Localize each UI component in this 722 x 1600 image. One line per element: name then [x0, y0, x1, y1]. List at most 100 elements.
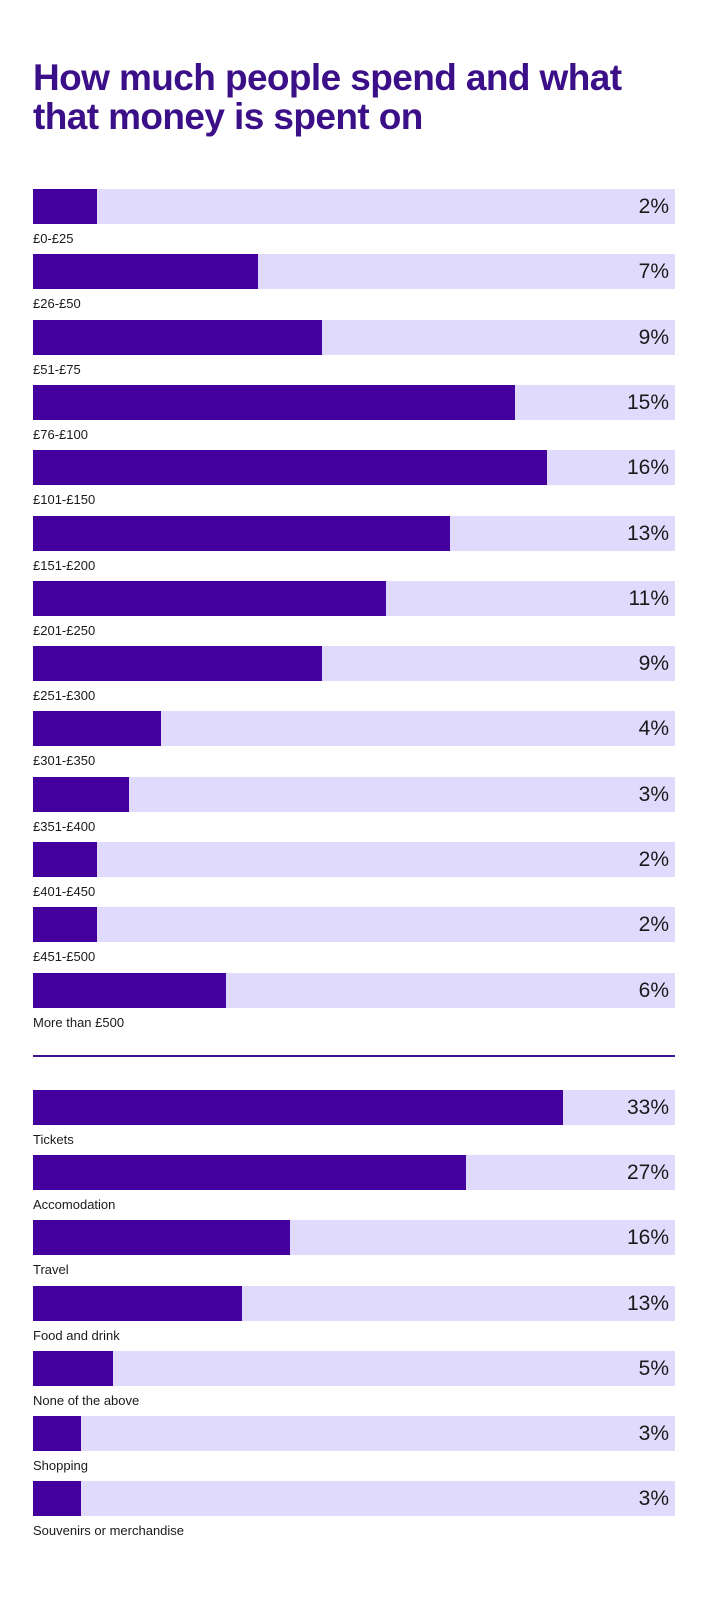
- spend-range-bar-track: 9%: [33, 319, 675, 355]
- spend-category-bar: [33, 1416, 81, 1451]
- spend-category-value-label: 13%: [626, 1291, 669, 1315]
- spend-category-bar-track: 3%: [33, 1481, 675, 1517]
- spend-range-bar-track: 2%: [33, 907, 675, 943]
- spend-category-bar: [33, 1090, 563, 1125]
- spend-range-row: 7% £26-£50: [33, 254, 675, 319]
- spend-range-bar: [33, 907, 97, 943]
- spend-category-category-label: Travel: [33, 1262, 69, 1278]
- spend-category-category-label: None of the above: [33, 1392, 140, 1408]
- spend-range-bar: [33, 842, 97, 877]
- chart-title: How much people spend and what that mone…: [33, 57, 622, 137]
- spend-range-bar-track: 9%: [33, 646, 675, 682]
- spend-range-value-label: 6%: [638, 978, 669, 1002]
- spend-range-bar: [33, 646, 322, 682]
- spend-category-row: 3% Souvenirs or merchandise: [33, 1481, 675, 1546]
- spend-category-bar-track: 33%: [33, 1090, 675, 1125]
- spend-range-category-label: £101-£150: [33, 492, 96, 508]
- spend-range-bar: [33, 319, 322, 355]
- spend-range-row: 15% £76-£100: [33, 384, 675, 450]
- spend-range-row: 2% £0-£25: [33, 189, 675, 254]
- spend-range-bar-track: 13%: [33, 515, 675, 551]
- spend-range-category-label: £0-£25: [33, 231, 74, 246]
- spend-range-value-label: 9%: [638, 325, 669, 349]
- spend-category-bar: [33, 1220, 290, 1256]
- spend-range-bar: [33, 972, 226, 1008]
- spend-category-category-label: Souvenirs or merchandise: [33, 1523, 185, 1539]
- spend-range-value-label: 13%: [626, 521, 669, 545]
- spend-range-value-label: 9%: [638, 652, 669, 676]
- spend-range-bar: [33, 254, 258, 290]
- spend-category-value-label: 33%: [626, 1096, 669, 1119]
- spend-range-bar: [33, 384, 515, 420]
- spend-range-row: 2% £451-£500: [33, 907, 675, 972]
- spend-range-value-label: 7%: [638, 260, 669, 284]
- spend-category-bar-track: 13%: [33, 1285, 675, 1321]
- spend-category-value-label: 27%: [626, 1161, 669, 1185]
- spend-category-category-label: Accomodation: [33, 1197, 116, 1213]
- spend-category-bar: [33, 1155, 466, 1191]
- spend-category-bar-track: 27%: [33, 1155, 675, 1191]
- spend-range-category-label: £451-£500: [33, 949, 96, 965]
- spend-range-bar-track: 15%: [33, 384, 675, 420]
- spend-range-value-label: 2%: [638, 913, 669, 937]
- spend-range-category-label: £51-£75: [33, 361, 81, 377]
- spend-range-bar: [33, 450, 547, 486]
- spend-range-row: 11% £201-£250: [33, 580, 675, 646]
- spend-range-row: 9% £51-£75: [33, 319, 675, 385]
- spend-range-category-label: £201-£250: [33, 622, 96, 638]
- spend-category-category-label: Tickets: [33, 1132, 74, 1147]
- spend-category-value-label: 5%: [638, 1356, 669, 1380]
- spend-range-category-label: £251-£300: [33, 688, 96, 704]
- spend-range-value-label: 16%: [626, 456, 669, 480]
- spend-range-value-label: 15%: [626, 390, 669, 414]
- spend-category-row: 27% Accomodation: [33, 1155, 675, 1220]
- spend-range-category-label: £76-£100: [33, 426, 88, 442]
- spend-range-bar-track: 7%: [33, 254, 675, 290]
- spend-range-value-label: 2%: [638, 195, 669, 218]
- spend-range-row: 2% £401-£450: [33, 842, 675, 907]
- spend-range-row: 13% £151-£200: [33, 515, 675, 581]
- spend-range-bar-track: 6%: [33, 972, 675, 1008]
- spend-category-row: 33% Tickets: [33, 1090, 675, 1155]
- spend-category-category-label: Shopping: [33, 1458, 88, 1473]
- spend-category-value-label: 3%: [638, 1422, 669, 1445]
- spend-range-bar-track: 11%: [33, 580, 675, 616]
- spend-category-bar-track: 16%: [33, 1220, 675, 1256]
- spend-range-bar-track: 16%: [33, 450, 675, 486]
- spend-range-row: 6% More than £500: [33, 972, 675, 1038]
- spend-range-category-label: More than £500: [33, 1014, 125, 1030]
- spend-range-bar-track: 2%: [33, 189, 675, 224]
- spend-category-bar-track: 5%: [33, 1350, 675, 1386]
- spend-range-value-label: 2%: [638, 848, 669, 871]
- spend-range-value-label: 4%: [638, 717, 669, 741]
- spend-range-row: 4% £301-£350: [33, 711, 675, 776]
- spend-category-row: 3% Shopping: [33, 1416, 675, 1481]
- spend-category-row: 16% Travel: [33, 1220, 675, 1285]
- spend-category-bar: [33, 1285, 242, 1321]
- spend-range-row: 3% £351-£400: [33, 776, 675, 842]
- spend-category-value-label: 3%: [638, 1487, 669, 1511]
- spend-range-category-label: £151-£200: [33, 557, 96, 573]
- spend-range-bar: [33, 580, 386, 616]
- spend-range-row: 16% £101-£150: [33, 450, 675, 515]
- spend-category-bar: [33, 1350, 113, 1386]
- spend-range-bar-track: 3%: [33, 776, 675, 812]
- spend-category-row: 13% Food and drink: [33, 1285, 675, 1351]
- spend-range-value-label: 3%: [638, 782, 669, 806]
- spend-category-row: 5% None of the above: [33, 1350, 675, 1416]
- spend-range-bar: [33, 515, 450, 551]
- spend-range-value-label: 11%: [628, 586, 669, 610]
- spend-category-category-label: Food and drink: [33, 1327, 120, 1343]
- spend-category-bar: [33, 1481, 81, 1517]
- spend-range-category-label: £26-£50: [33, 296, 81, 312]
- spend-range-category-label: £401-£450: [33, 884, 96, 899]
- spend-range-bar: [33, 189, 97, 224]
- section-divider: [33, 1055, 675, 1057]
- spend-range-category-label: £351-£400: [33, 818, 96, 834]
- spend-range-row: 9% £251-£300: [33, 646, 675, 711]
- spend-range-bar-track: 4%: [33, 711, 675, 747]
- spend-range-bar: [33, 776, 129, 812]
- spend-range-category-label: £301-£350: [33, 753, 96, 769]
- spend-range-bar: [33, 711, 161, 747]
- spend-range-bar-track: 2%: [33, 842, 675, 877]
